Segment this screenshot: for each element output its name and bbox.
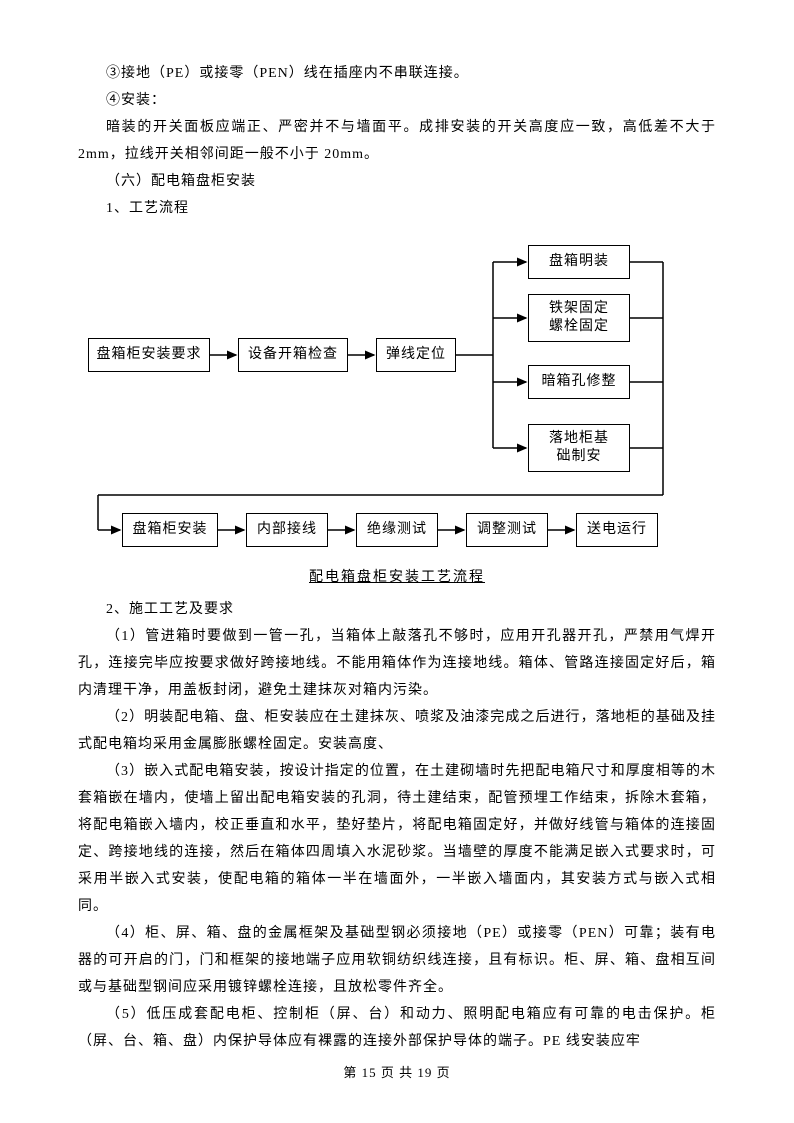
- node-floor-base: 落地柜基 础制安: [528, 424, 630, 472]
- flowchart: 盘箱柜安装要求 设备开箱检查 弹线定位 盘箱明装 铁架固定 螺栓固定 暗箱孔修整…: [78, 230, 718, 560]
- page-footer: 第 15 页 共 19 页: [0, 1062, 794, 1081]
- item-2: 2、施工工艺及要求: [78, 596, 716, 623]
- para-2-5: （5）低压成套配电柜、控制柜（屏、台）和动力、照明配电箱应有可靠的电击保护。柜（…: [78, 1001, 716, 1055]
- node-wiring: 内部接线: [246, 513, 328, 547]
- heading-6: （六）配电箱盘柜安装: [78, 168, 716, 195]
- node-surface-mount: 盘箱明装: [528, 245, 630, 279]
- node-install: 盘箱柜安装: [122, 513, 218, 547]
- flowchart-caption: 配电箱盘柜安装工艺流程: [78, 566, 716, 586]
- node-line-position: 弹线定位: [376, 338, 456, 372]
- para-2-4: （4）柜、屏、箱、盘的金属框架及基础型钢必须接地（PE）或接零（PEN）可靠；装…: [78, 920, 716, 1001]
- para-2-1: （1）管进箱时要做到一管一孔，当箱体上敲落孔不够时，应用开孔器开孔，严禁用气焊开…: [78, 623, 716, 704]
- node-requirements: 盘箱柜安装要求: [88, 338, 210, 372]
- paragraph-install: 暗装的开关面板应端正、严密并不与墙面平。成排安装的开关高度应一致，高低差不大于 …: [78, 114, 716, 168]
- para-2-2: （2）明装配电箱、盘、柜安装应在土建抹灰、喷浆及油漆完成之后进行，落地柜的基础及…: [78, 704, 716, 758]
- node-adjust-test: 调整测试: [466, 513, 548, 547]
- node-insulation-test: 绝缘测试: [356, 513, 438, 547]
- paragraph-4: ④安装：: [78, 87, 716, 114]
- item-1: 1、工艺流程: [78, 195, 716, 222]
- para-2-3: （3）嵌入式配电箱安装，按设计指定的位置，在土建砌墙时先把配电箱尺寸和厚度相等的…: [78, 758, 716, 920]
- node-iron-bolt: 铁架固定 螺栓固定: [528, 294, 630, 342]
- node-hole-fix: 暗箱孔修整: [528, 365, 630, 399]
- node-power-on: 送电运行: [576, 513, 658, 547]
- paragraph-3: ③接地（PE）或接零（PEN）线在插座内不串联连接。: [78, 60, 716, 87]
- node-unbox-check: 设备开箱检查: [238, 338, 348, 372]
